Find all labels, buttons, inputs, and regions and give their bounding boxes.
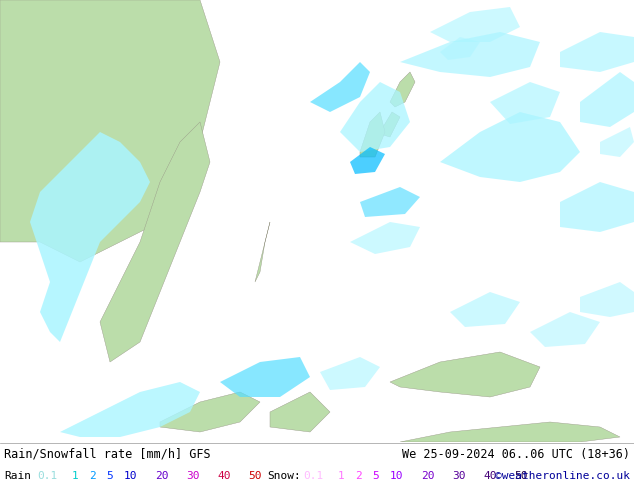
Text: 40: 40 bbox=[217, 471, 231, 481]
Text: 20: 20 bbox=[421, 471, 434, 481]
Text: Rain: Rain bbox=[4, 471, 31, 481]
Polygon shape bbox=[400, 32, 540, 77]
Polygon shape bbox=[380, 112, 400, 137]
Polygon shape bbox=[310, 62, 370, 112]
Text: 2: 2 bbox=[355, 471, 362, 481]
Polygon shape bbox=[30, 132, 150, 342]
Polygon shape bbox=[530, 312, 600, 347]
Text: 40: 40 bbox=[483, 471, 496, 481]
Polygon shape bbox=[220, 357, 310, 397]
Text: ©weatheronline.co.uk: ©weatheronline.co.uk bbox=[495, 471, 630, 481]
Polygon shape bbox=[390, 72, 415, 107]
Text: Snow:: Snow: bbox=[267, 471, 301, 481]
Polygon shape bbox=[400, 422, 620, 442]
Polygon shape bbox=[390, 352, 540, 397]
Text: 50: 50 bbox=[514, 471, 527, 481]
Polygon shape bbox=[580, 72, 634, 127]
Polygon shape bbox=[255, 222, 270, 282]
Polygon shape bbox=[320, 357, 380, 390]
Text: 20: 20 bbox=[155, 471, 169, 481]
Text: 30: 30 bbox=[452, 471, 465, 481]
Polygon shape bbox=[0, 0, 220, 262]
Polygon shape bbox=[60, 382, 200, 437]
Text: 50: 50 bbox=[248, 471, 261, 481]
Polygon shape bbox=[270, 392, 330, 432]
Text: 0.1: 0.1 bbox=[37, 471, 57, 481]
Polygon shape bbox=[360, 112, 385, 157]
Polygon shape bbox=[600, 127, 634, 157]
Text: 30: 30 bbox=[186, 471, 200, 481]
Polygon shape bbox=[440, 37, 480, 60]
Text: 0.1: 0.1 bbox=[303, 471, 323, 481]
Text: 2: 2 bbox=[89, 471, 96, 481]
Polygon shape bbox=[160, 392, 260, 432]
Polygon shape bbox=[340, 82, 410, 152]
Polygon shape bbox=[440, 112, 580, 182]
Polygon shape bbox=[100, 122, 210, 362]
Text: 1: 1 bbox=[337, 471, 344, 481]
Polygon shape bbox=[450, 292, 520, 327]
Polygon shape bbox=[430, 7, 520, 42]
Text: 1: 1 bbox=[72, 471, 78, 481]
Polygon shape bbox=[560, 182, 634, 232]
Polygon shape bbox=[350, 147, 385, 174]
Polygon shape bbox=[560, 32, 634, 72]
Text: We 25-09-2024 06..06 UTC (18+36): We 25-09-2024 06..06 UTC (18+36) bbox=[402, 447, 630, 461]
Polygon shape bbox=[350, 222, 420, 254]
Polygon shape bbox=[360, 187, 420, 217]
Text: Rain/Snowfall rate [mm/h] GFS: Rain/Snowfall rate [mm/h] GFS bbox=[4, 447, 210, 461]
Text: 5: 5 bbox=[373, 471, 379, 481]
Text: 10: 10 bbox=[390, 471, 403, 481]
Text: 5: 5 bbox=[107, 471, 113, 481]
Text: 10: 10 bbox=[124, 471, 138, 481]
Polygon shape bbox=[490, 82, 560, 124]
Polygon shape bbox=[580, 282, 634, 317]
